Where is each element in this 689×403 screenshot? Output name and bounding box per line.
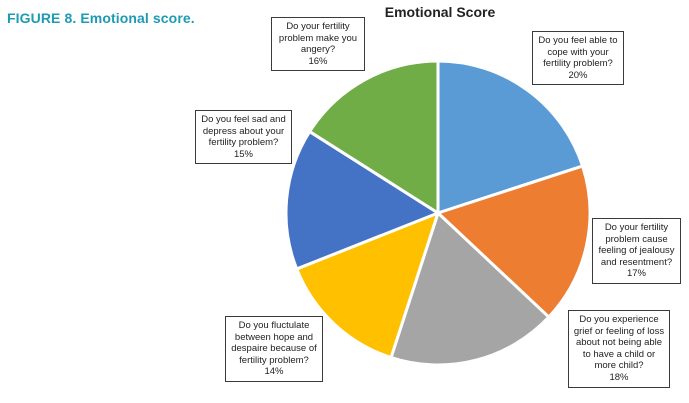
callout-anger-label: Do your fertility problem make you anger… — [278, 21, 358, 56]
callout-hope-percent: 14% — [264, 366, 284, 378]
callout-anger: Do your fertility problem make you anger… — [271, 17, 365, 72]
pie-slices — [284, 59, 592, 367]
callout-cope-label: Do you feel able to cope with your ferti… — [538, 35, 618, 70]
callout-sad: Do you feel sad and depress about your f… — [195, 110, 292, 165]
pie-slice-grief — [389, 211, 551, 367]
pie-slice-anger — [308, 59, 440, 215]
callout-anger-percent: 16% — [308, 55, 328, 67]
callout-hope: Do you fluctulate between hope and despa… — [225, 316, 323, 382]
callout-cope: Do you feel able to cope with your ferti… — [532, 31, 624, 86]
pie-slice-sad — [284, 130, 440, 271]
callout-grief-label: Do you experience grief or feeling of lo… — [573, 314, 665, 372]
pie-slice-hope — [295, 211, 440, 360]
callout-grief: Do you experience grief or feeling of lo… — [568, 310, 670, 388]
callout-jealousy-label: Do your fertility problem cause feeling … — [598, 222, 675, 268]
figure-caption: FIGURE 8. Emotional score. — [7, 10, 195, 26]
callout-sad-percent: 15% — [233, 148, 253, 160]
pie-slice-cope — [436, 59, 585, 215]
chart-title: Emotional Score — [384, 4, 496, 20]
callout-hope-label: Do you fluctulate between hope and despa… — [231, 320, 317, 366]
callout-sad-label: Do you feel sad and depress about your f… — [201, 114, 286, 149]
callout-jealousy-percent: 17% — [626, 268, 646, 280]
pie-slice-jealousy — [436, 164, 592, 319]
callout-grief-percent: 18% — [609, 371, 629, 383]
callout-jealousy: Do your fertility problem cause feeling … — [592, 218, 681, 284]
callout-cope-percent: 20% — [568, 69, 588, 81]
